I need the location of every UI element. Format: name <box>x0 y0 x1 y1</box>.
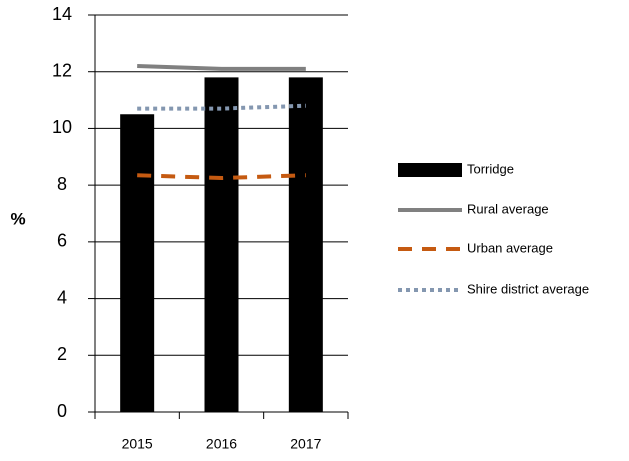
y-tick-label: 2 <box>57 344 67 364</box>
x-tick-label: 2015 <box>122 436 153 452</box>
bar <box>120 114 155 412</box>
y-tick-label: 8 <box>57 174 67 194</box>
legend-label: Urban average <box>467 240 553 255</box>
legend-label: Shire district average <box>467 281 589 296</box>
bar <box>288 77 323 412</box>
y-tick-label: 4 <box>57 287 67 307</box>
x-tick-label: 2017 <box>290 436 321 452</box>
bar <box>204 77 239 412</box>
line <box>137 64 306 71</box>
legend-swatch <box>398 163 462 177</box>
y-tick-label: 12 <box>52 60 72 80</box>
y-tick-label: 0 <box>57 401 67 421</box>
y-axis-label: % <box>10 209 25 228</box>
line <box>137 173 306 181</box>
y-tick-label: 14 <box>52 4 72 24</box>
legend-label: Torridge <box>467 161 514 176</box>
legend-label: Rural average <box>467 201 549 216</box>
y-tick-label: 10 <box>52 117 72 137</box>
y-tick-label: 6 <box>57 231 67 251</box>
x-tick-label: 2016 <box>206 436 237 452</box>
